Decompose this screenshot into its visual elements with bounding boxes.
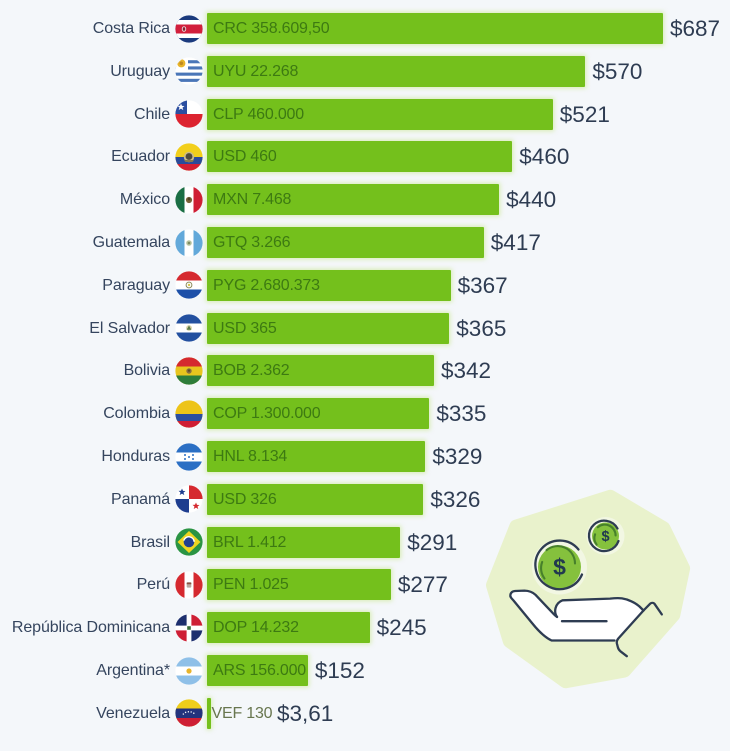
svg-text:$: $ (601, 529, 609, 545)
svg-text:$: $ (553, 554, 566, 580)
